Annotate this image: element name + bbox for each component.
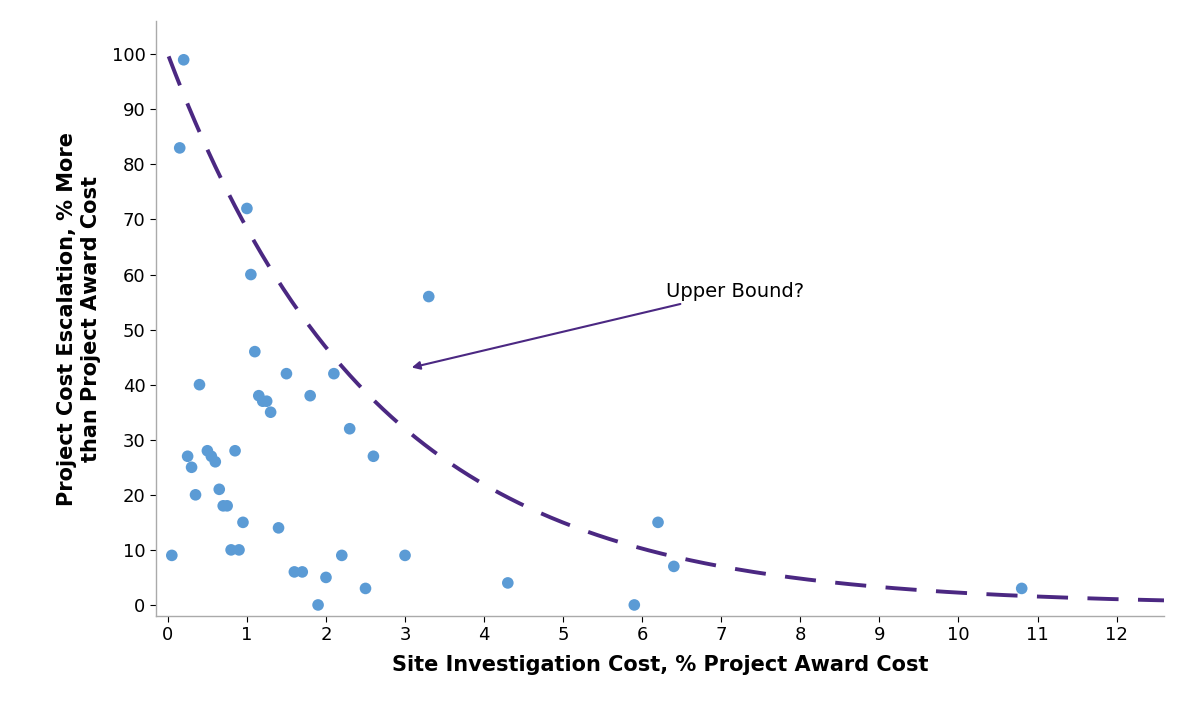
- Point: [277, 368, 296, 379]
- Point: [269, 523, 288, 534]
- Point: [174, 54, 193, 65]
- Point: [178, 450, 197, 462]
- Point: [253, 396, 272, 407]
- Point: [300, 390, 319, 401]
- Point: [364, 450, 383, 462]
- Point: [340, 423, 359, 435]
- Point: [229, 544, 248, 556]
- Point: [257, 396, 276, 407]
- Point: [202, 450, 221, 462]
- Point: [625, 599, 644, 610]
- Point: [226, 445, 245, 457]
- Point: [238, 202, 257, 214]
- Point: [1012, 583, 1031, 594]
- X-axis label: Site Investigation Cost, % Project Award Cost: Site Investigation Cost, % Project Award…: [391, 656, 929, 675]
- Point: [665, 561, 684, 572]
- Y-axis label: Project Cost Escalation, % More
than Project Award Cost: Project Cost Escalation, % More than Pro…: [58, 132, 101, 506]
- Point: [324, 368, 343, 379]
- Point: [182, 462, 202, 473]
- Point: [214, 500, 233, 511]
- Text: Upper Bound?: Upper Bound?: [414, 282, 804, 369]
- Point: [241, 269, 260, 280]
- Point: [308, 599, 328, 610]
- Point: [419, 291, 438, 302]
- Point: [245, 346, 264, 358]
- Point: [293, 566, 312, 578]
- Point: [190, 379, 209, 390]
- Point: [217, 500, 236, 511]
- Point: [170, 142, 190, 154]
- Point: [356, 583, 376, 594]
- Point: [332, 549, 352, 561]
- Point: [210, 484, 229, 495]
- Point: [233, 517, 252, 528]
- Point: [648, 517, 667, 528]
- Point: [198, 445, 217, 457]
- Point: [262, 406, 281, 418]
- Point: [162, 549, 181, 561]
- Point: [250, 390, 269, 401]
- Point: [284, 566, 304, 578]
- Point: [396, 549, 415, 561]
- Point: [317, 572, 336, 583]
- Point: [222, 544, 241, 556]
- Point: [186, 489, 205, 501]
- Point: [205, 456, 224, 467]
- Point: [498, 577, 517, 588]
